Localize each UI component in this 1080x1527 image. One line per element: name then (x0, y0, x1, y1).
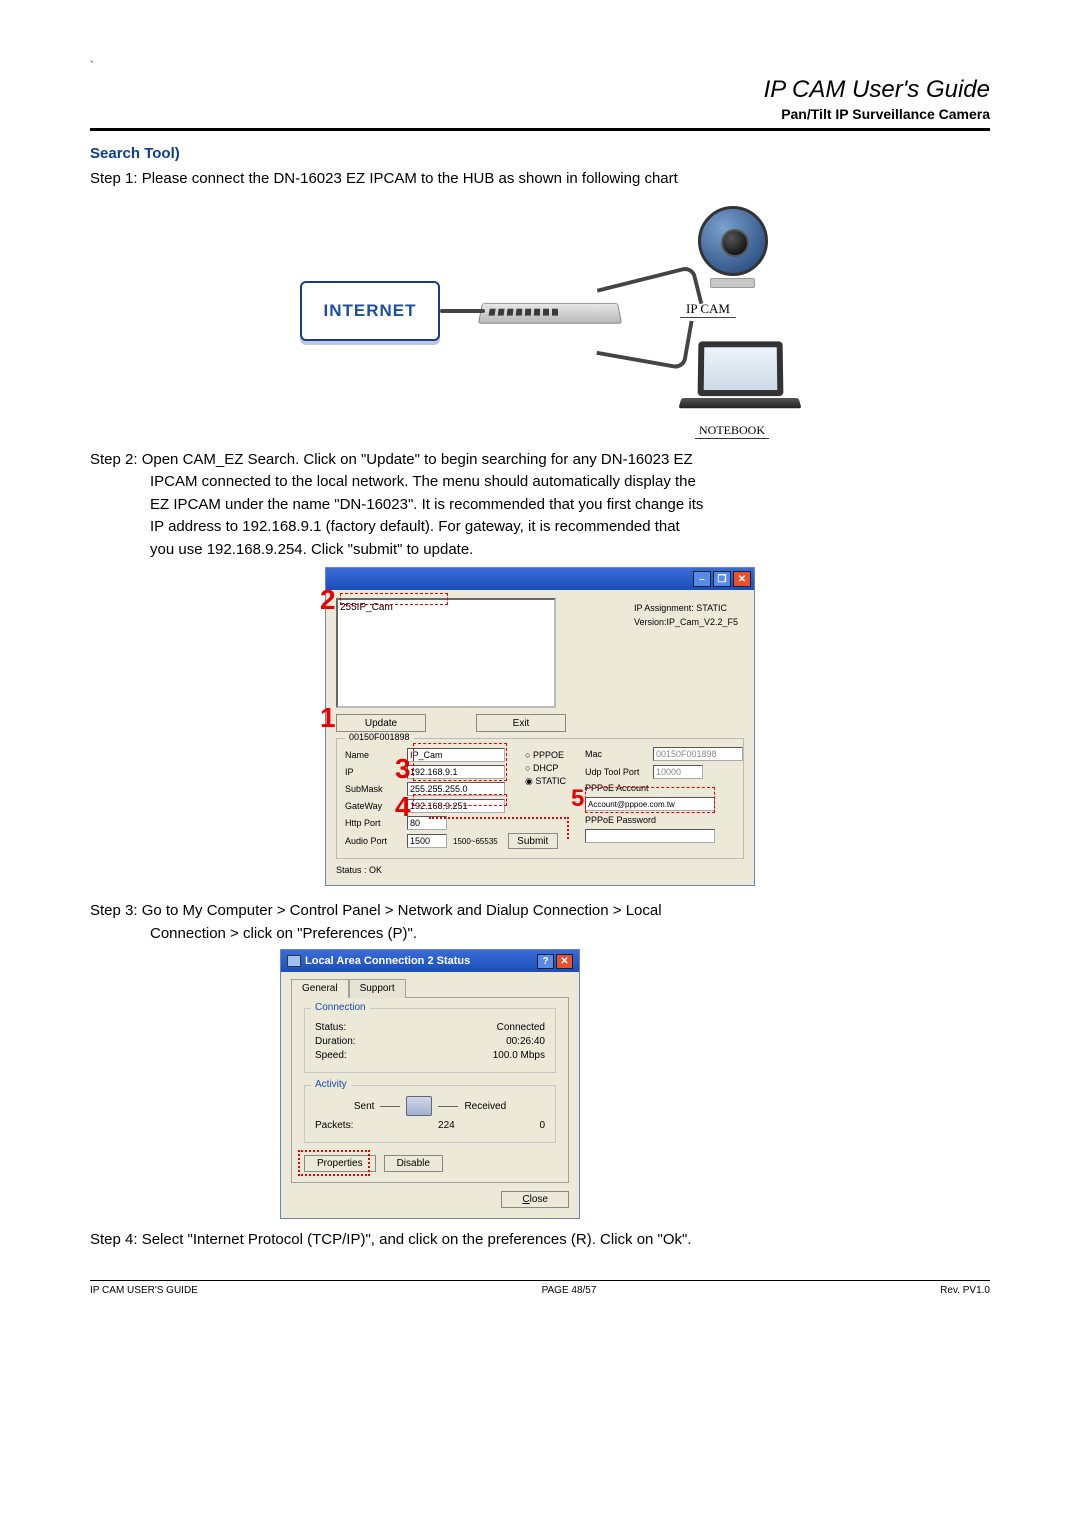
step2-line: Step 2: Open CAM_EZ Search. Click on "Up… (90, 449, 990, 472)
guide-subtitle: Pan/Tilt IP Surveillance Camera (90, 106, 990, 122)
step2-line: IPCAM connected to the local network. Th… (90, 471, 990, 494)
name-label: Name (345, 750, 401, 760)
httpport-label: Http Port (345, 818, 401, 828)
status-text: Status : OK (336, 865, 744, 875)
close-window-button[interactable]: Close (501, 1191, 569, 1208)
window-titlebar: – ❐ ✕ (326, 568, 754, 590)
ip-label: IP (345, 767, 401, 777)
window-titlebar: Local Area Connection 2 Status ? ✕ (281, 950, 579, 972)
packets-received: 0 (539, 1120, 545, 1131)
packets-sent: 224 (353, 1120, 539, 1131)
radio-dhcp[interactable]: ○ DHCP (525, 763, 566, 773)
audioport-input[interactable]: 1500 (407, 834, 447, 848)
annotation-box (413, 794, 507, 806)
help-button[interactable]: ? (537, 954, 554, 969)
restore-button[interactable]: ❐ (713, 571, 731, 587)
notebook-label: NOTEBOOK (695, 423, 769, 439)
step3-line: Connection > click on "Preferences (P)". (90, 923, 990, 946)
network-icon (287, 955, 301, 967)
received-label: Received (464, 1101, 506, 1112)
radio-static[interactable]: ◉ STATIC (525, 776, 566, 787)
submit-button[interactable]: Submit (508, 833, 558, 849)
annotation-box (340, 593, 448, 605)
notebook-device (680, 341, 800, 421)
footer-left: IP CAM USER'S GUIDE (90, 1285, 198, 1296)
minimize-button[interactable]: – (693, 571, 711, 587)
duration-value: 00:26:40 (506, 1036, 545, 1047)
update-button[interactable]: Update (336, 714, 426, 732)
ipcam-label: IP CAM (680, 301, 736, 318)
step2-line: you use 192.168.9.254. Click "submit" to… (90, 539, 990, 562)
submask-label: SubMask (345, 784, 401, 794)
internet-box: INTERNET (300, 281, 440, 341)
udp-input: 10000 (653, 765, 703, 779)
annotation-line (429, 817, 569, 819)
camez-window: – ❐ ✕ 2 1 255IP_Cam IP Assignment: STATI… (325, 567, 755, 886)
close-button[interactable]: ✕ (556, 954, 573, 969)
sent-label: Sent (354, 1101, 375, 1112)
guide-title: IP CAM User's Guide (90, 76, 990, 104)
gateway-label: GateWay (345, 801, 401, 811)
mac-input: 00150F001898 (653, 747, 743, 761)
udp-label: Udp Tool Port (585, 767, 647, 777)
window-title: Local Area Connection 2 Status (305, 955, 470, 967)
step2-line: IP address to 192.168.9.1 (factory defau… (90, 516, 990, 539)
annotation-box (585, 787, 715, 813)
internet-label: INTERNET (324, 301, 417, 321)
step4-text: Step 4: Select "Internet Protocol (TCP/I… (90, 1229, 990, 1252)
audio-range: 1500~65535 (453, 837, 498, 846)
annotation-box (298, 1150, 370, 1176)
footer-center: PAGE 48/57 (542, 1285, 597, 1296)
tab-support[interactable]: Support (349, 979, 406, 998)
status-label: Status: (315, 1022, 346, 1033)
speed-label: Speed: (315, 1050, 347, 1061)
camera-form: 00150F001898 3 4 Name IP_Cam IP 192.168.… (336, 738, 744, 859)
header-rule (90, 128, 990, 131)
step1-text: Step 1: Please connect the DN-16023 EZ I… (90, 168, 990, 191)
status-value: Connected (497, 1022, 545, 1033)
speed-value: 100.0 Mbps (493, 1050, 545, 1061)
ipcam-device (690, 206, 775, 291)
step3-line: Step 3: Go to My Computer > Control Pane… (90, 900, 990, 923)
activity-group: Activity Sent Received Packets: 224 (304, 1085, 556, 1143)
disable-button[interactable]: Disable (384, 1155, 443, 1172)
annotation-5: 5 (571, 785, 584, 813)
form-title: 00150F001898 (345, 732, 414, 742)
packets-label: Packets: (315, 1120, 353, 1131)
section-heading: Search Tool) (90, 145, 990, 162)
activity-icon (406, 1096, 432, 1116)
network-diagram: INTERNET IP CAM NOTEBOOK (280, 201, 800, 441)
tab-general[interactable]: General (291, 979, 349, 998)
duration-label: Duration: (315, 1036, 356, 1047)
group-title: Connection (311, 1002, 370, 1013)
annotation-3: 3 (395, 753, 411, 785)
close-button[interactable]: ✕ (733, 571, 751, 587)
camera-info: IP Assignment: STATIC Version:IP_Cam_V2.… (634, 602, 738, 629)
tab-panel: Connection Status: Connected Duration: 0… (291, 997, 569, 1183)
mac-label: Mac (585, 749, 647, 759)
footer-right: Rev. PV1.0 (940, 1285, 990, 1296)
wire (440, 309, 485, 313)
backtick: ` (90, 60, 990, 72)
pppoe-pwd-input[interactable] (585, 829, 715, 843)
camera-listbox[interactable]: 255IP_Cam (336, 598, 556, 708)
annotation-4: 4 (395, 791, 411, 823)
exit-button[interactable]: Exit (476, 714, 566, 732)
footer-rule (90, 1280, 990, 1281)
lan-status-window: Local Area Connection 2 Status ? ✕ Gener… (280, 949, 580, 1219)
audioport-label: Audio Port (345, 836, 401, 846)
radio-pppoe[interactable]: ○ PPPOE (525, 750, 566, 760)
ip-mode-radios: ○ PPPOE ○ DHCP ◉ STATIC (525, 747, 566, 790)
annotation-1: 1 (320, 702, 336, 734)
annotation-box (413, 743, 507, 781)
group-title: Activity (311, 1079, 351, 1090)
pppoe-pwd-label: PPPoE Password (585, 815, 675, 825)
step2-line: EZ IPCAM under the name "DN-16023". It i… (90, 494, 990, 517)
connection-group: Connection Status: Connected Duration: 0… (304, 1008, 556, 1073)
annotation-2: 2 (320, 584, 336, 616)
annotation-line (567, 817, 569, 839)
